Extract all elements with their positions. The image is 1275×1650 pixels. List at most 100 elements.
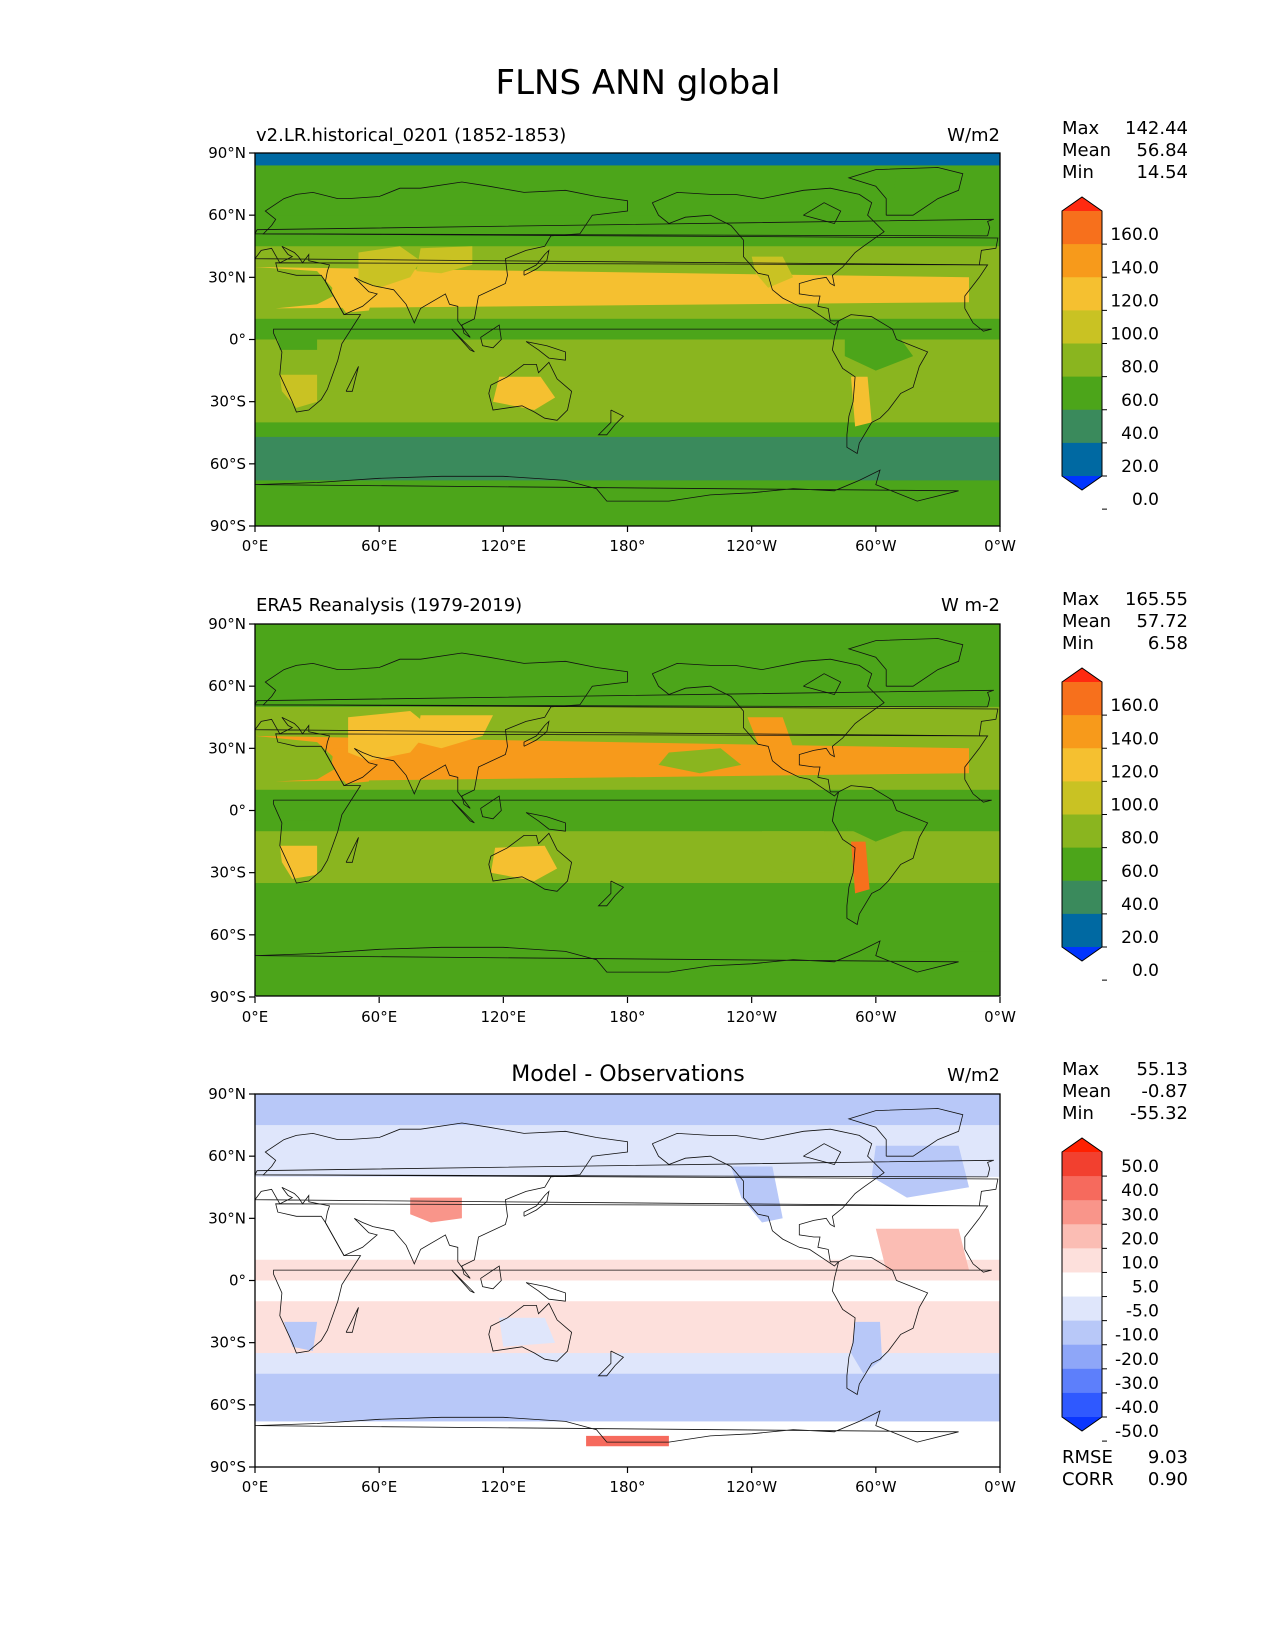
y-tick-label: 0°	[229, 802, 246, 820]
stat-mean-value: 57.72	[1136, 611, 1188, 632]
colorbar: 160.0 140.0 120.0 100.0 80.0 60.0 40.0 20.0 0.0	[1061, 196, 1159, 510]
colorbar-segment	[1062, 1200, 1102, 1225]
colorbar-extend-min	[1062, 476, 1102, 490]
field-band	[255, 422, 1000, 438]
field-region	[658, 748, 742, 774]
map-field	[255, 153, 1000, 526]
colorbar-tick-label: 120.0	[1110, 762, 1159, 782]
colorbar-tick-label: -10.0	[1115, 1326, 1159, 1346]
field-band	[255, 1373, 1000, 1422]
coastline	[488, 361, 573, 421]
panel-title: v2.LR.historical_0201 (1852-1853)	[256, 125, 566, 146]
coastline	[803, 1143, 842, 1165]
coastline	[803, 673, 842, 695]
coastline	[523, 1190, 550, 1217]
stat-max-value: 165.55	[1125, 589, 1188, 610]
coastline	[255, 689, 994, 708]
colorbar-segment	[1062, 847, 1102, 882]
field-band	[255, 391, 1000, 423]
field-region	[284, 1321, 318, 1351]
colorbar-tick-label: 20.0	[1121, 1229, 1159, 1249]
colorbar-segment	[1062, 913, 1102, 948]
coastline	[255, 1159, 994, 1178]
colorbar-extend-min	[1062, 1417, 1102, 1431]
coastline	[451, 799, 475, 824]
panel-units: W/m2	[947, 125, 1000, 146]
colorbar-extend-max	[1062, 668, 1102, 682]
y-tick-label: 60°S	[210, 1396, 246, 1414]
x-tick-label: 0°E	[242, 537, 269, 555]
colorbar-tick-label: 0.0	[1132, 961, 1159, 981]
coastline	[255, 181, 999, 338]
colorbar-segment	[1062, 1296, 1102, 1322]
panel-difference: Model - Observations W/m2 Max 55.13 Mean…	[208, 1059, 1188, 1496]
colorbar-tick-label: 5.0	[1132, 1278, 1159, 1298]
colorbar-segment	[1062, 880, 1102, 915]
colorbar-segment	[1062, 1272, 1102, 1297]
panel-title: ERA5 Reanalysis (1979-2019)	[256, 595, 522, 616]
coastline	[831, 1255, 929, 1396]
coastline	[597, 880, 625, 907]
field-band	[255, 1301, 1000, 1354]
x-tick-label: 60°E	[361, 1478, 397, 1496]
colorbar-tick-label: 140.0	[1110, 258, 1159, 278]
coastline	[651, 1128, 885, 1267]
colorbar-segment	[1062, 1176, 1102, 1201]
field-region	[279, 845, 318, 879]
field-band	[255, 831, 1000, 884]
field-region	[490, 845, 558, 881]
y-tick-label: 30°S	[210, 1334, 246, 1352]
colorbar-segment	[1062, 682, 1102, 716]
stats-block: Max 142.44 Mean 56.84 Min 14.54	[1062, 118, 1188, 183]
coastline	[255, 1122, 999, 1279]
panel-units: W/m2	[947, 1065, 1000, 1086]
y-tick-label: 60°S	[210, 455, 246, 473]
field-band	[255, 1280, 1000, 1302]
y-tick-label: 90°N	[208, 615, 246, 633]
stat-mean-label: Mean	[1062, 1081, 1111, 1102]
colorbar-tick-label: 80.0	[1121, 358, 1159, 378]
colorbar-segment	[1062, 376, 1102, 411]
colorbar-tick-label: 60.0	[1121, 391, 1159, 411]
rmse-label: RMSE	[1062, 1447, 1113, 1468]
field-region	[586, 1435, 669, 1447]
map-coastlines	[255, 1108, 999, 1443]
y-tick-label: 90°N	[208, 1085, 246, 1103]
colorbar-tick-label: -5.0	[1126, 1302, 1159, 1322]
colorbar-tick-label: -30.0	[1115, 1374, 1159, 1394]
map-coastlines	[255, 167, 999, 502]
coastline	[451, 1269, 475, 1294]
field-region	[331, 277, 375, 313]
colorbar-segment	[1062, 1392, 1102, 1418]
x-tick-label: 120°E	[481, 1478, 527, 1496]
coastline	[255, 218, 994, 237]
colorbar-tick-label: -20.0	[1115, 1350, 1159, 1370]
coastline	[847, 167, 964, 216]
coastline	[523, 720, 550, 747]
corr-value: 0.90	[1148, 1469, 1188, 1490]
field-region	[493, 376, 556, 410]
stat-min-value: 6.58	[1148, 633, 1188, 654]
y-tick-label: 30°S	[210, 864, 246, 882]
coastline	[803, 202, 842, 224]
panel-units: W m-2	[941, 595, 1000, 616]
field-band	[255, 1353, 1000, 1375]
stat-max-label: Max	[1062, 1059, 1100, 1080]
coastline	[525, 1282, 566, 1302]
coastline	[255, 1410, 959, 1443]
colorbar-segment	[1062, 409, 1102, 444]
field-region	[851, 841, 870, 894]
x-tick-label: 120°E	[481, 1008, 527, 1026]
map-axes: 0°E 60°E 120°E 180° 120°W 60°W 0°W 90°N 60°N 30°N…	[208, 615, 1016, 1026]
field-band	[255, 951, 1000, 996]
field-region	[416, 246, 473, 274]
colorbar: 160.0 140.0 120.0 100.0 80.0 60.0 40.0 20.0 0.0	[1061, 667, 1159, 981]
stat-min-value: 14.54	[1136, 162, 1188, 183]
colorbar-tick-label: 120.0	[1110, 291, 1159, 311]
x-tick-label: 180°	[609, 537, 645, 555]
coastline	[480, 1265, 502, 1290]
coastline	[651, 658, 885, 797]
colorbar-tick-label: 60.0	[1121, 862, 1159, 882]
stat-mean-label: Mean	[1062, 611, 1111, 632]
